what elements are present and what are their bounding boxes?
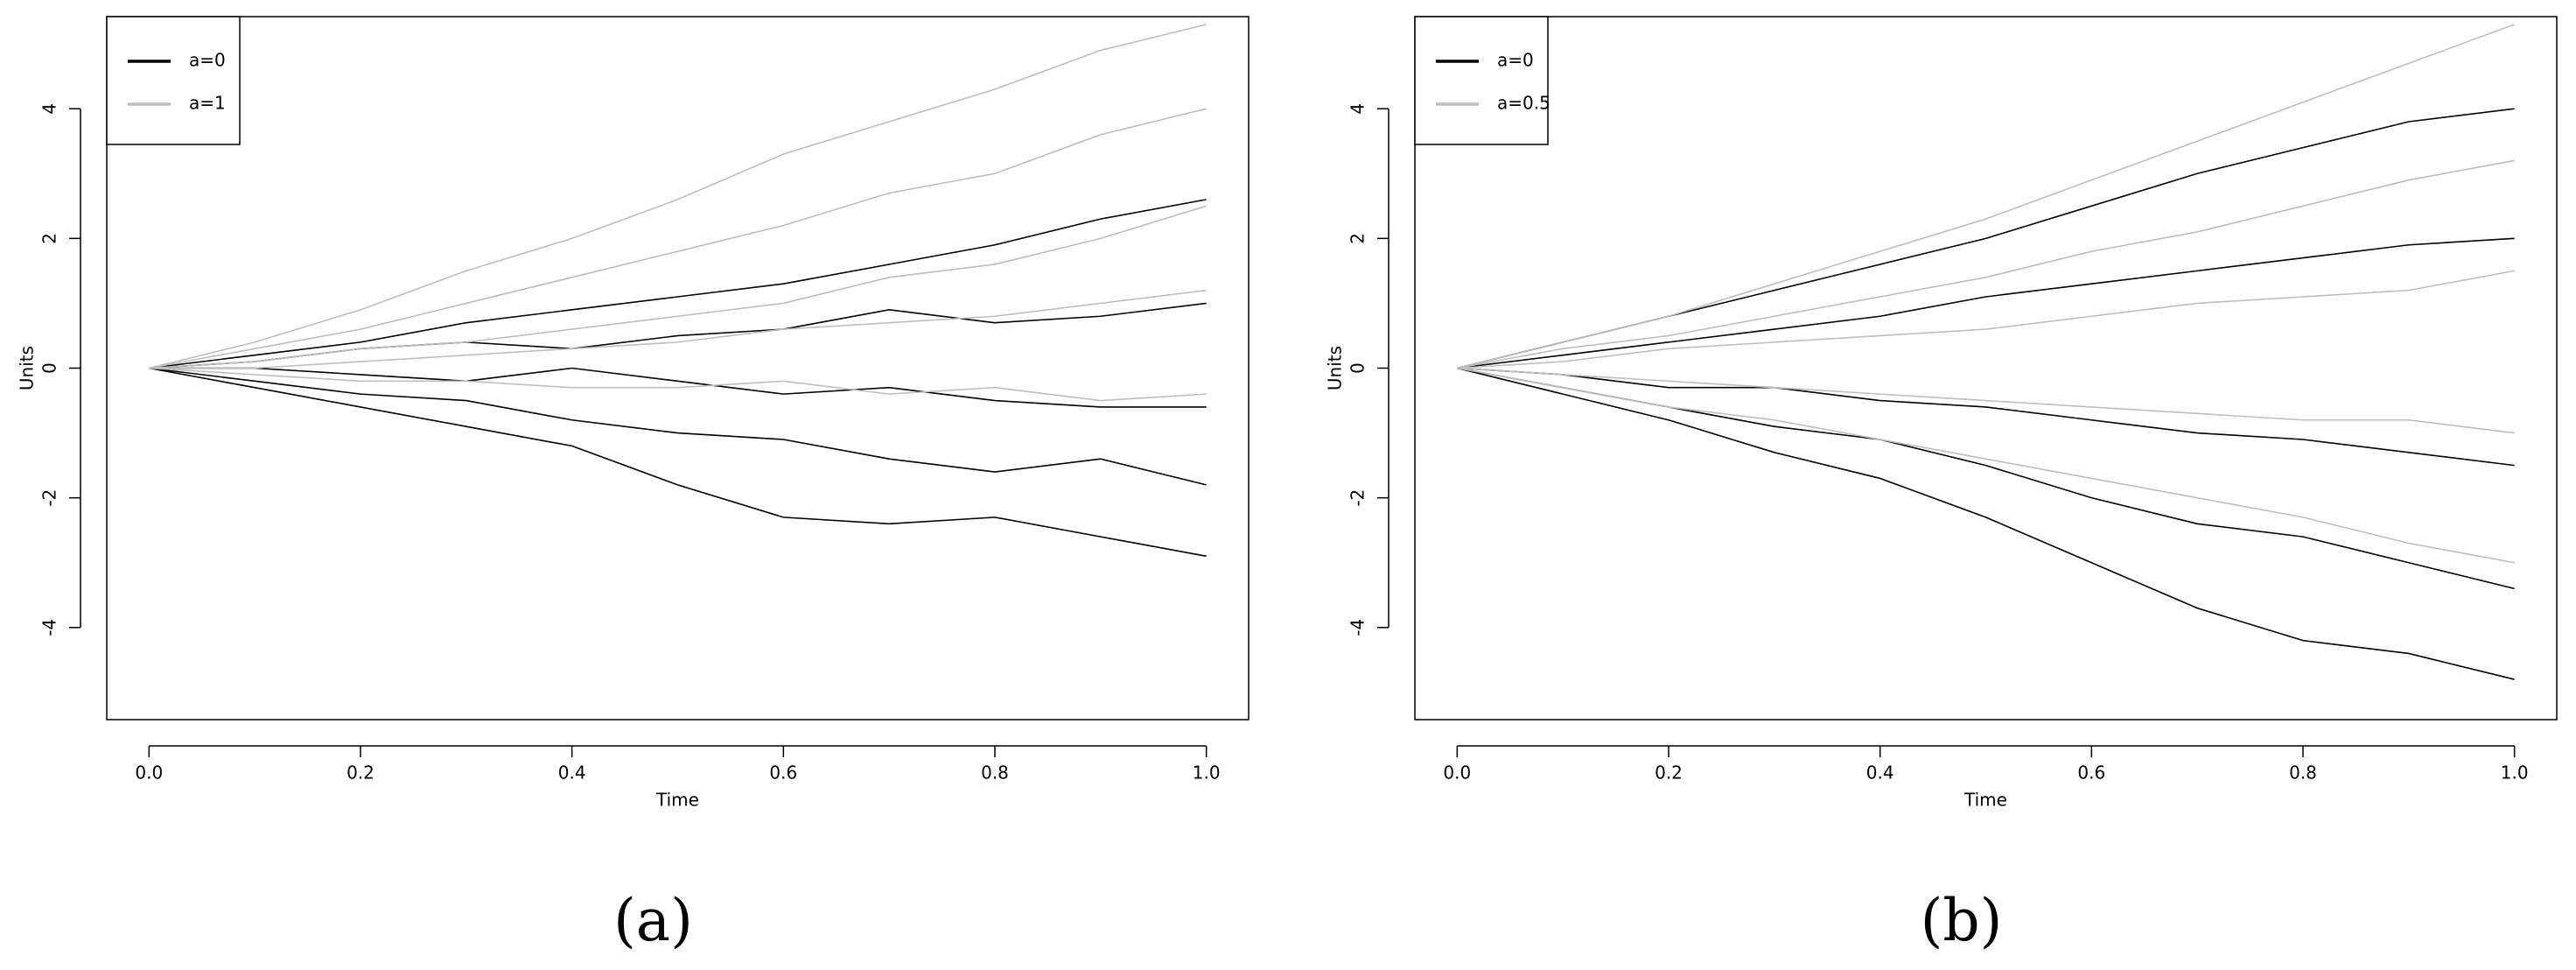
x-tick-label: 1.0 [1193, 763, 1221, 784]
path-line [149, 205, 1207, 369]
y-tick-label: 2 [1348, 233, 1368, 244]
path-line [1457, 367, 2515, 564]
plot-box [106, 16, 1250, 720]
y-tick-label: 0 [1348, 362, 1368, 374]
path-line [149, 367, 1207, 558]
x-tick-label: 0.2 [346, 763, 374, 784]
y-axis-title: Units [17, 346, 38, 390]
legend-box [1414, 16, 1549, 145]
x-tick-label: 0.8 [2289, 763, 2317, 784]
y-tick-label: -2 [1348, 489, 1368, 507]
x-tick-label: 0.4 [1866, 763, 1894, 784]
x-tick-label: 0.8 [981, 763, 1009, 784]
path-line [149, 24, 1207, 369]
path-line [1457, 159, 2515, 369]
path-line [149, 367, 1207, 486]
x-axis-title: Time [655, 790, 699, 811]
legend-label: a=0 [1497, 50, 1534, 71]
y-tick-label: -4 [1348, 619, 1368, 636]
x-tick-label: 0.4 [558, 763, 586, 784]
legend-label: a=0 [189, 50, 226, 71]
x-axis-title: Time [1964, 790, 2007, 811]
x-tick-label: 1.0 [2501, 763, 2529, 784]
path-line [1457, 367, 2515, 467]
path-line [149, 199, 1207, 369]
legend-label: a=1 [189, 93, 226, 114]
path-line [149, 367, 1207, 408]
x-tick-label: 0.0 [1443, 763, 1471, 784]
path-line [1457, 367, 2515, 434]
panel-caption: (a) [613, 887, 693, 954]
x-tick-label: 0.2 [1655, 763, 1683, 784]
legend-box [106, 16, 241, 145]
y-tick-label: -2 [39, 489, 60, 507]
y-tick-label: 4 [1348, 103, 1368, 115]
x-tick-label: 0.6 [769, 763, 797, 784]
path-line [149, 302, 1207, 369]
y-tick-label: 2 [39, 233, 60, 244]
path-line [1457, 237, 2515, 369]
legend-label: a=0.5 [1497, 93, 1550, 114]
path-line [149, 108, 1207, 369]
x-tick-label: 0.0 [135, 763, 163, 784]
path-line [1457, 367, 2515, 680]
path-line [149, 289, 1207, 369]
y-tick-label: 0 [39, 362, 60, 374]
plot-box [1414, 16, 2558, 720]
y-tick-label: 4 [39, 103, 60, 115]
path-line [149, 367, 1207, 402]
y-tick-label: -4 [39, 619, 60, 636]
y-axis-title: Units [1325, 346, 1346, 390]
x-tick-label: 0.6 [2077, 763, 2105, 784]
path-line [1457, 270, 2515, 369]
path-line [1457, 24, 2515, 369]
panel-caption: (b) [1921, 887, 2003, 954]
